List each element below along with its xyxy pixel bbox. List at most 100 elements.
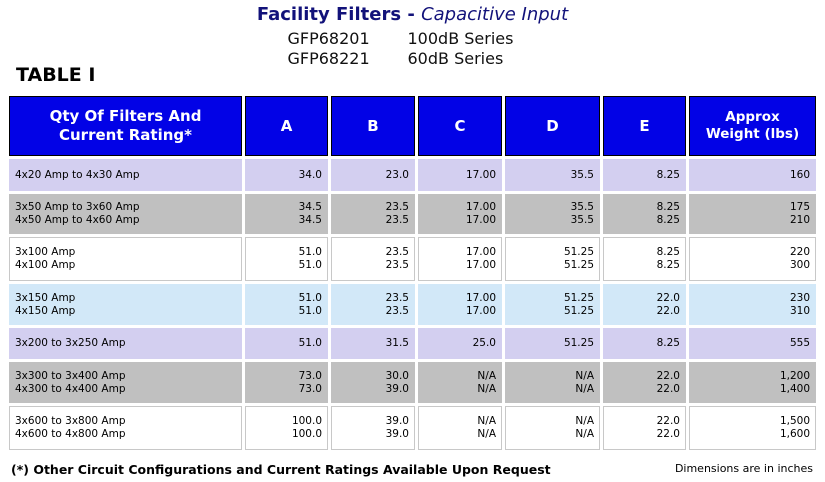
cell-line: 22.0 bbox=[656, 382, 680, 395]
cell-a: 51.0 51.0 bbox=[242, 234, 331, 284]
cell-a: 34.0 bbox=[242, 156, 331, 194]
table-row: 4x20 Amp to 4x30 Amp 34.0 23.0 17.00 35.5 8.2… bbox=[6, 156, 819, 194]
cell-line: 3x150 Amp bbox=[15, 291, 76, 304]
cell-line: N/A bbox=[575, 369, 594, 382]
cell-line: 51.0 bbox=[298, 337, 322, 349]
cell-line: 8.25 bbox=[656, 259, 680, 271]
cell-line: 555 bbox=[789, 337, 810, 349]
column-header-a: A bbox=[242, 93, 331, 159]
cell-line: 51.25 bbox=[563, 304, 594, 317]
cell-line: N/A bbox=[575, 415, 594, 427]
cell-line: 310 bbox=[789, 304, 810, 317]
cell-e: 22.0 22.0 bbox=[600, 359, 689, 406]
cell-a: 73.0 73.0 bbox=[242, 359, 331, 406]
cell-line: 1,600 bbox=[779, 428, 810, 440]
cell-line: N/A bbox=[477, 415, 496, 427]
cell-line: 22.0 bbox=[656, 291, 680, 304]
column-header-b: B bbox=[328, 93, 418, 159]
cell-description: 3x100 Amp 4x100 Amp bbox=[6, 234, 245, 284]
cell-line: 73.0 bbox=[298, 369, 322, 382]
cell-line: 51.0 bbox=[298, 304, 322, 317]
cell-description: 3x300 to 3x400 Amp 4x300 to 4x400 Amp bbox=[6, 359, 245, 406]
cell-e: 8.25 8.25 bbox=[600, 191, 689, 237]
cell-line: 210 bbox=[789, 214, 810, 226]
cell-line: 17.00 bbox=[465, 259, 496, 271]
cell-line: 1,400 bbox=[779, 382, 810, 395]
cell-b: 23.0 bbox=[328, 156, 418, 194]
cell-line: 230 bbox=[789, 291, 810, 304]
table-row: 3x100 Amp 4x100 Amp 51.0 51.0 23.5 23.5 17.00 1… bbox=[6, 234, 819, 284]
cell-line: 35.5 bbox=[570, 168, 594, 181]
cell-line: 34.5 bbox=[298, 201, 322, 213]
cell-line: 17.00 bbox=[465, 246, 496, 258]
cell-c: 17.00 17.00 bbox=[415, 234, 505, 284]
cell-line: 8.25 bbox=[656, 337, 680, 349]
cell-line: 8.25 bbox=[656, 201, 680, 213]
cell-c: N/A N/A bbox=[415, 403, 505, 453]
table-row: 3x600 to 3x800 Amp 4x600 to 4x800 Amp 100.… bbox=[6, 403, 819, 453]
cell-line: 4x100 Amp bbox=[15, 259, 76, 271]
model-number: GFP68221 bbox=[287, 49, 370, 68]
cell-d: 51.25 bbox=[502, 325, 603, 362]
column-header-e: E bbox=[600, 93, 689, 159]
cell-line: 22.0 bbox=[656, 304, 680, 317]
cell-description: 3x600 to 3x800 Amp 4x600 to 4x800 Amp bbox=[6, 403, 245, 453]
title-main: Facility Filters bbox=[256, 4, 402, 25]
model-series: 60dB Series bbox=[407, 49, 504, 68]
cell-line: 39.0 bbox=[385, 382, 409, 395]
cell-line: 23.5 bbox=[385, 214, 409, 226]
cell-line: 1,500 bbox=[779, 415, 810, 427]
cell-line: 4x20 Amp to 4x30 Amp bbox=[15, 168, 140, 181]
cell-line: 23.5 bbox=[385, 291, 409, 304]
cell-b: 31.5 bbox=[328, 325, 418, 362]
cell-line: 23.5 bbox=[385, 201, 409, 213]
cell-b: 30.0 39.0 bbox=[328, 359, 418, 406]
model-line-1: GFP68201 100dB Series bbox=[0, 29, 825, 48]
cell-line: 25.0 bbox=[472, 337, 496, 349]
cell-line: 34.5 bbox=[298, 214, 322, 226]
model-line-2: GFP68221 60dB Series bbox=[0, 49, 825, 68]
table-row: 3x50 Amp to 3x60 Amp 4x50 Amp to 4x60 Amp… bbox=[6, 191, 819, 237]
cell-line: 39.0 bbox=[385, 428, 409, 440]
cell-line: N/A bbox=[477, 428, 496, 440]
cell-line: 51.0 bbox=[298, 291, 322, 304]
cell-line: 51.25 bbox=[563, 291, 594, 304]
cell-line: 3x100 Amp bbox=[15, 246, 76, 258]
table-title: TABLE I bbox=[16, 64, 96, 86]
cell-d: 35.5 bbox=[502, 156, 603, 194]
cell-w: 160 bbox=[686, 156, 819, 194]
cell-line: N/A bbox=[575, 382, 594, 395]
cell-line: 51.0 bbox=[298, 259, 322, 271]
cell-b: 23.5 23.5 bbox=[328, 234, 418, 284]
cell-line: 8.25 bbox=[656, 214, 680, 226]
cell-line: 51.0 bbox=[298, 246, 322, 258]
cell-line: 4x50 Amp to 4x60 Amp bbox=[15, 214, 140, 226]
cell-line: 17.00 bbox=[465, 168, 496, 181]
cell-line: 35.5 bbox=[570, 214, 594, 226]
cell-line: 3x600 to 3x800 Amp bbox=[15, 415, 126, 427]
cell-a: 51.0 bbox=[242, 325, 331, 362]
model-number: GFP68201 bbox=[287, 29, 370, 48]
cell-c: 25.0 bbox=[415, 325, 505, 362]
title-sub: Capacitive Input bbox=[421, 4, 569, 25]
cell-line: 31.5 bbox=[385, 337, 409, 349]
cell-line: 51.25 bbox=[563, 259, 594, 271]
cell-description: 3x200 to 3x250 Amp bbox=[6, 325, 245, 362]
table-header-row: Qty Of Filters And Current Rating* A B C… bbox=[6, 93, 819, 159]
cell-e: 22.0 22.0 bbox=[600, 403, 689, 453]
footnote: (*) Other Circuit Configurations and Cur… bbox=[11, 462, 551, 477]
cell-line: 8.25 bbox=[656, 246, 680, 258]
cell-line: 22.0 bbox=[656, 428, 680, 440]
cell-line: 17.00 bbox=[465, 214, 496, 226]
column-header-c: C bbox=[415, 93, 505, 159]
column-header-weight: Approx Weight (lbs) bbox=[686, 93, 819, 159]
cell-w: 220 300 bbox=[686, 234, 819, 284]
cell-a: 100.0 100.0 bbox=[242, 403, 331, 453]
cell-b: 23.5 23.5 bbox=[328, 191, 418, 237]
cell-d: 51.25 51.25 bbox=[502, 281, 603, 328]
cell-line: 175 bbox=[789, 201, 810, 213]
dimensions-table: Qty Of Filters And Current Rating* A B C… bbox=[6, 93, 819, 453]
cell-a: 51.0 51.0 bbox=[242, 281, 331, 328]
cell-line: 4x300 to 4x400 Amp bbox=[15, 382, 126, 395]
cell-line: 22.0 bbox=[656, 415, 680, 427]
